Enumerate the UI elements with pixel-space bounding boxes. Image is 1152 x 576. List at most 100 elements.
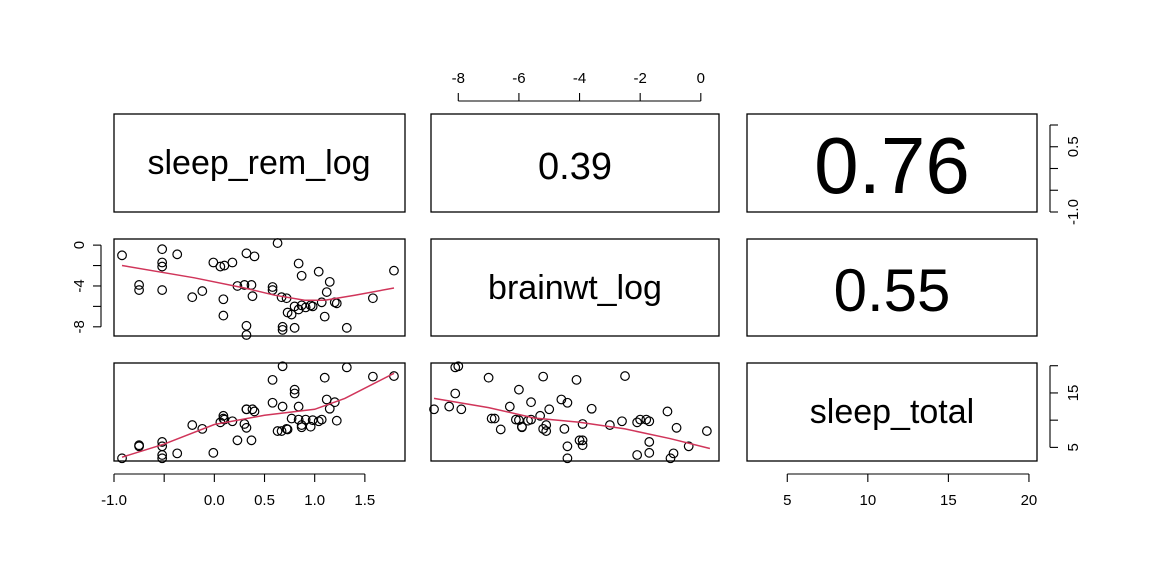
- scatter-point-brain-total: [577, 435, 588, 446]
- scatter-point-rem-brain: [239, 280, 250, 290]
- scatter-point-rem-total: [277, 401, 288, 412]
- scatter-point-rem-total: [286, 413, 297, 424]
- tick-label-bottom-total: 15: [940, 492, 957, 509]
- scatter-point-brain-total: [450, 388, 461, 399]
- scatter-point-rem-brain: [300, 302, 311, 313]
- scatter-point-rem-brain: [307, 301, 318, 312]
- scatter-point-brain-total: [535, 410, 546, 421]
- diag-label-sleep-total: sleep_total: [810, 393, 974, 431]
- scatter-point-brain-total: [701, 426, 712, 436]
- scatter-point-rem-brain: [277, 324, 288, 335]
- scatter-point-rem-brain: [227, 257, 238, 268]
- scatter-point-rem-brain: [331, 298, 342, 309]
- scatter-point-rem-total: [293, 401, 304, 412]
- axes: -1.0 0.0 0.5 1.0 1.5 -8 -6 -4 -2 0 -8 -4 0 5 10 15 20 5 15…: [71, 70, 1082, 509]
- scatter-point-rem-brain: [324, 276, 335, 287]
- scatter-point-rem-brain: [313, 266, 324, 277]
- tick-label-left-brain: -8: [71, 320, 88, 333]
- scatter-point-rem-total: [267, 374, 278, 385]
- diag-panel-sleep-rem-log: sleep_rem_log: [113, 113, 406, 213]
- tick-label-right-corr: -1.0: [1065, 199, 1082, 225]
- scatter-point-rem-brain: [267, 282, 278, 292]
- scatter-point-rem-brain: [341, 322, 352, 333]
- scatter-point-rem-brain: [157, 257, 168, 268]
- tick-label-left-brain: 0: [71, 241, 88, 249]
- scatter-point-rem-total: [232, 435, 243, 446]
- scatter-point-brain-total: [617, 416, 627, 427]
- scatter-point-brain-total: [495, 424, 506, 435]
- scatter-point-rem-brain: [218, 294, 229, 305]
- scatter-point-rem-brain: [157, 244, 168, 255]
- scatter-point-brain-total: [641, 414, 652, 425]
- tick-label-bottom-total: 10: [859, 492, 876, 509]
- scatter-point-brain-total: [429, 404, 439, 415]
- corr-value-brain-total: 0.55: [834, 257, 951, 324]
- scatter-point-rem-brain: [293, 258, 304, 269]
- diag-panel-brainwt-log: brainwt_log: [430, 238, 720, 337]
- scatter-point-rem-brain: [296, 270, 307, 281]
- scatter-point-rem-brain: [208, 257, 219, 268]
- scatter-point-rem-brain: [134, 285, 144, 295]
- scatter-point-rem-brain: [249, 251, 260, 262]
- scatter-point-rem-total: [187, 420, 198, 430]
- smoother-line-rem-brain: [121, 264, 395, 302]
- scatter-point-rem-total: [117, 453, 127, 464]
- scatter-point-rem-total: [341, 362, 352, 373]
- scatter-point-rem-total: [277, 361, 288, 372]
- scatter-point-rem-brain: [187, 292, 198, 303]
- corr-panel-rem-total: 0.76: [746, 113, 1038, 213]
- tick-label-bottom-rem: 0.0: [204, 492, 225, 509]
- scatter-point-brain-total: [562, 441, 573, 452]
- scatter-point-rem-total: [316, 414, 327, 425]
- tick-label-bottom-rem: -1.0: [101, 492, 127, 509]
- scatter-panel-rem-total: [113, 361, 406, 464]
- scatter-point-rem-brain: [197, 286, 208, 296]
- scatter-point-rem-total: [300, 414, 311, 425]
- scatter-point-rem-brain: [172, 249, 183, 260]
- tick-label-bottom-total: 5: [783, 492, 791, 509]
- scatter-point-rem-total: [319, 372, 330, 383]
- scatter-point-brain-total: [577, 440, 588, 451]
- scatter-point-brain-total: [635, 414, 646, 425]
- scatter-point-rem-brain: [215, 261, 226, 272]
- scatter-point-rem-brain: [241, 248, 252, 259]
- tick-label-right-corr: 0.5: [1065, 136, 1082, 157]
- scatter-point-rem-total: [321, 394, 332, 405]
- scatter-point-brain-total: [632, 450, 643, 460]
- scatter-point-brain-total: [556, 394, 567, 405]
- scatter-point-rem-total: [157, 437, 168, 447]
- diag-panel-sleep-total: sleep_total: [746, 362, 1038, 462]
- tick-label-top-brain: -6: [512, 70, 525, 87]
- scatter-point-rem-total: [249, 406, 260, 417]
- scatter-point-brain-total: [665, 453, 676, 464]
- scatter-point-rem-total: [157, 453, 168, 464]
- scatter-point-rem-total: [272, 426, 283, 436]
- corr-value-rem-brain: 0.39: [538, 146, 612, 188]
- scatter-point-brain-total: [541, 426, 552, 436]
- scatter-point-brain-total: [668, 448, 679, 459]
- scatter-point-brain-total: [483, 372, 494, 383]
- scatter-point-rem-total: [208, 447, 219, 458]
- diag-label-brainwt-log: brainwt_log: [488, 269, 662, 307]
- scatter-point-brain-total: [517, 421, 527, 432]
- corr-panel-brain-total: 0.55: [746, 238, 1038, 337]
- scatter-point-brain-total: [486, 413, 497, 424]
- scatter-point-rem-total: [289, 384, 300, 395]
- scatter-point-brain-total: [574, 435, 585, 446]
- scatter-point-brain-total: [450, 362, 461, 373]
- corr-value-rem-total: 0.76: [814, 121, 970, 210]
- scatter-point-brain-total: [544, 404, 555, 415]
- scatter-point-rem-total: [218, 410, 229, 421]
- scatter-point-rem-total: [389, 371, 399, 381]
- scatter-point-rem-brain: [218, 310, 229, 321]
- scatter-point-brain-total: [526, 397, 536, 408]
- scatter-point-brain-total: [538, 423, 549, 434]
- scatter-point-brain-total: [662, 406, 673, 417]
- scatter-point-brain-total: [632, 417, 643, 428]
- scatter-point-brain-total: [504, 401, 515, 412]
- scatter-point-rem-brain: [321, 287, 332, 297]
- smoother-line-brain-total: [433, 397, 711, 450]
- tick-label-bottom-total: 20: [1021, 492, 1038, 509]
- scatter-point-rem-brain: [316, 297, 327, 308]
- scatter-panel-rem-brain: [113, 238, 406, 340]
